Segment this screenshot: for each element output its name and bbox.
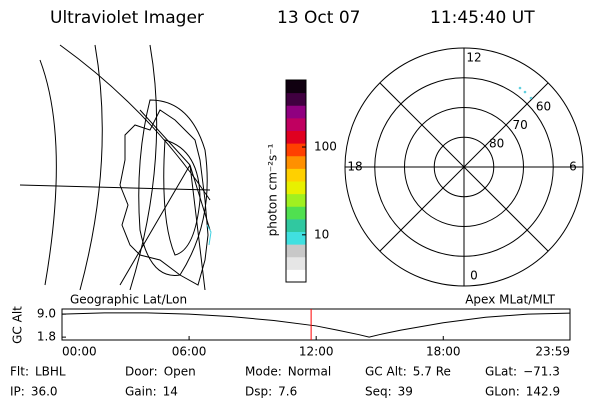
- mlt-label: 0: [470, 269, 478, 283]
- map-title: Geographic Lat/Lon: [70, 293, 187, 307]
- date: 13 Oct 07: [277, 8, 360, 28]
- field-label: Door:: [125, 365, 158, 379]
- field-value: 5.7 Re: [413, 365, 451, 379]
- lat-label: 70: [512, 118, 527, 132]
- instrument: Ultraviolet Imager: [50, 8, 204, 28]
- color-step: [286, 155, 306, 169]
- colorbar: 10 100: [285, 79, 337, 283]
- mlt-label: 6: [569, 160, 577, 174]
- field-value: Open: [164, 365, 196, 379]
- color-step: [286, 80, 306, 94]
- color-step: [286, 168, 306, 182]
- color-step: [286, 231, 306, 245]
- field-value: −71.3: [523, 365, 560, 379]
- color-step: [286, 206, 306, 220]
- field-value: 7.6: [278, 385, 297, 399]
- alt-frame: [61, 308, 571, 341]
- lat-ring: [404, 107, 524, 227]
- field-value: 14: [163, 385, 178, 399]
- aurora-dot: [529, 96, 533, 100]
- field-value: LBHL: [35, 365, 66, 379]
- field-label: GC Alt:: [365, 365, 407, 379]
- color-step: [286, 256, 306, 270]
- lat-ring: [374, 77, 554, 257]
- lat-ring: [433, 136, 495, 198]
- x-tick-label: 12:00: [299, 345, 334, 359]
- lat-label: 60: [536, 100, 551, 114]
- field-value: 36.0: [31, 385, 58, 399]
- colorbar-tick-label: 100: [314, 140, 337, 154]
- field-label: Flt:: [10, 365, 29, 379]
- color-step: [286, 117, 306, 131]
- aurora-dot: [523, 90, 527, 94]
- color-step: [286, 92, 306, 106]
- mlt-label: 18: [347, 160, 362, 174]
- color-step: [286, 193, 306, 207]
- field-label: Gain:: [125, 385, 157, 399]
- mlt-label: 12: [466, 51, 481, 65]
- color-step: [286, 130, 306, 144]
- info-panel: Flt: LBHL Door: Open Mode: Normal GC Alt: 5.7 R…: [10, 365, 560, 399]
- mlt-spoke: [379, 82, 549, 252]
- color-step: [286, 218, 306, 232]
- x-tick-label: 06:00: [172, 345, 207, 359]
- x-tick-label: 23:59: [535, 345, 570, 359]
- field-label: GLat:: [485, 365, 517, 379]
- field-label: Seq:: [365, 385, 392, 399]
- altitude-line: [61, 312, 571, 338]
- geo-map: [19, 44, 212, 291]
- polar-title: Apex MLat/MLT: [465, 293, 555, 307]
- field-label: IP:: [10, 385, 25, 399]
- field-label: Mode:: [245, 365, 282, 379]
- alt-ylabel: GC Alt: [11, 306, 25, 344]
- field-label: GLon:: [485, 385, 520, 399]
- color-step: [286, 269, 306, 283]
- color-step: [286, 181, 306, 195]
- x-tick-label: 00:00: [62, 345, 97, 359]
- field-value: 142.9: [526, 385, 560, 399]
- colorbar-label: photon cm⁻²s⁻¹: [266, 143, 280, 236]
- colorbar-tick-label: 10: [314, 227, 329, 241]
- time: 11:45:40 UT: [430, 8, 535, 28]
- altitude-plot: 9.0 1.8 00:00 06:00 12:00 18:00 23:59: [37, 307, 571, 359]
- field-value: 39: [398, 385, 413, 399]
- field-label: Dsp:: [245, 385, 272, 399]
- color-step: [286, 105, 306, 119]
- color-step: [286, 244, 306, 258]
- colorbar-frame: [285, 79, 307, 283]
- lat-label: 80: [489, 136, 504, 150]
- y-tick-label: 1.8: [37, 330, 56, 344]
- color-step: [286, 143, 306, 157]
- aurora-dot: [518, 86, 522, 90]
- x-tick-label: 18:00: [426, 345, 461, 359]
- field-value: Normal: [288, 365, 331, 379]
- y-tick-label: 9.0: [37, 307, 56, 321]
